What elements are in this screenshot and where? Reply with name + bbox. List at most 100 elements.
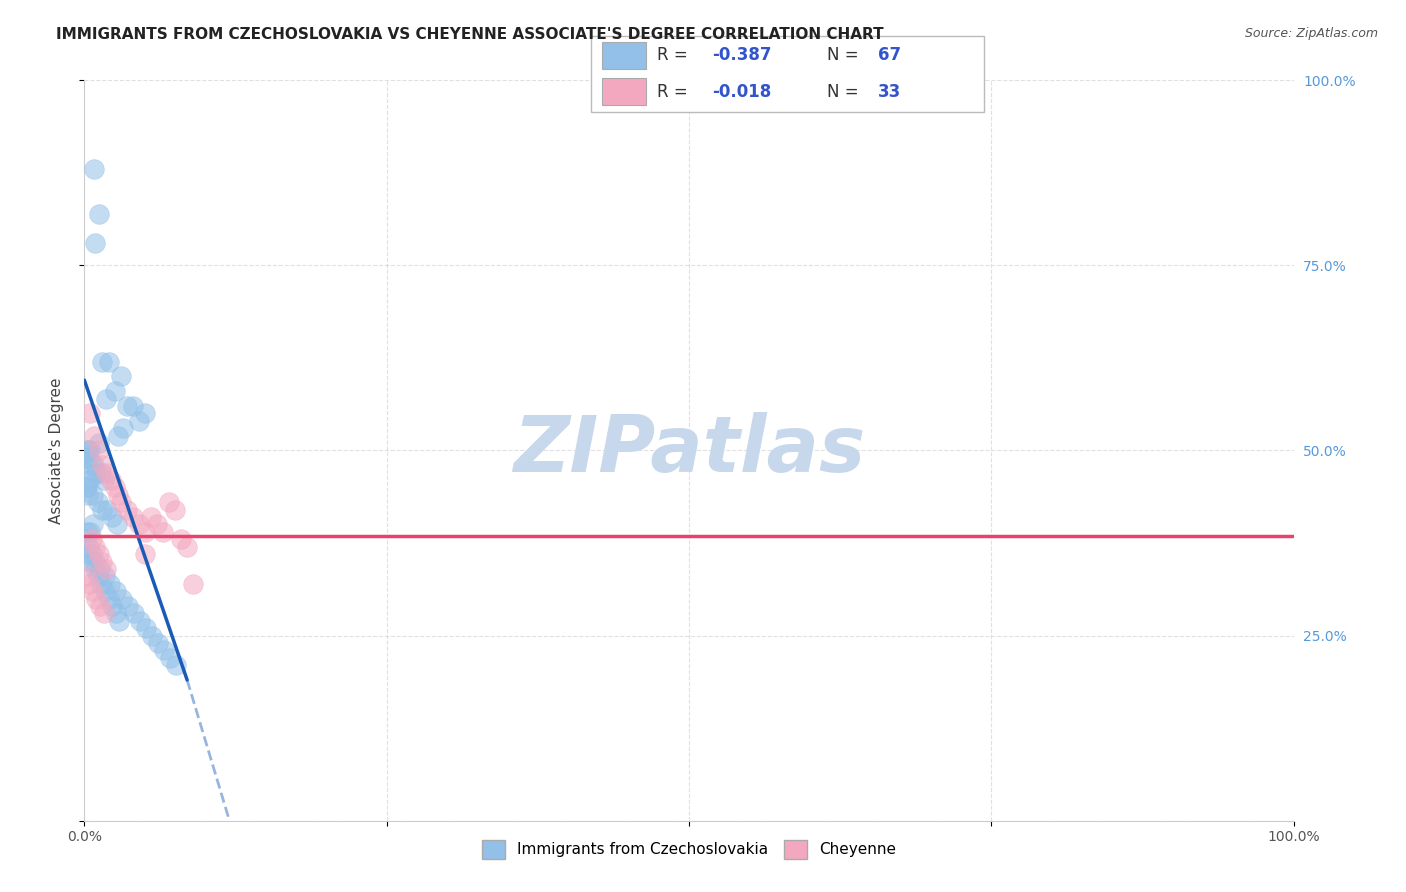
Point: [90, 576, 112, 591]
Point: [75, 450, 97, 465]
Point: [107, 428, 129, 442]
Text: R =: R =: [658, 83, 693, 101]
Bar: [602, 78, 645, 105]
Bar: [602, 42, 645, 69]
Point: [77, 540, 100, 554]
Text: ZIPatlas: ZIPatlas: [513, 412, 865, 489]
Point: [91, 502, 114, 516]
Point: [79, 407, 101, 421]
Point: [108, 614, 131, 628]
Point: [146, 636, 169, 650]
Point: [94, 569, 117, 583]
Point: [86, 569, 108, 583]
Point: [84, 236, 107, 251]
Point: [121, 399, 143, 413]
Point: [84, 540, 107, 554]
Point: [100, 473, 122, 487]
Point: [152, 524, 174, 539]
Point: [77, 576, 100, 591]
Point: [121, 510, 143, 524]
Point: [181, 576, 204, 591]
Point: [82, 488, 104, 502]
Point: [79, 443, 101, 458]
Point: [87, 206, 110, 220]
Point: [93, 473, 115, 487]
Point: [89, 599, 111, 613]
Point: [117, 599, 139, 613]
Point: [87, 443, 110, 458]
Point: [76, 524, 98, 539]
Text: 67: 67: [877, 46, 901, 64]
Point: [170, 533, 193, 547]
Point: [90, 466, 112, 480]
Point: [104, 480, 127, 494]
Text: -0.387: -0.387: [713, 46, 772, 64]
Point: [96, 502, 118, 516]
Point: [101, 510, 124, 524]
Point: [146, 517, 169, 532]
Point: [134, 407, 156, 421]
Point: [110, 369, 132, 384]
Point: [105, 517, 128, 532]
Point: [98, 576, 121, 591]
Point: [157, 495, 180, 509]
Point: [134, 524, 156, 539]
Point: [128, 517, 150, 532]
Point: [94, 562, 117, 576]
Point: [75, 480, 97, 494]
Point: [82, 517, 104, 532]
Point: [86, 466, 108, 480]
Point: [104, 584, 127, 599]
Text: 33: 33: [877, 83, 901, 101]
Point: [141, 628, 163, 642]
Point: [94, 466, 117, 480]
Point: [101, 599, 124, 613]
Point: [97, 354, 120, 368]
Point: [76, 547, 98, 561]
Text: Source: ZipAtlas.com: Source: ZipAtlas.com: [1244, 27, 1378, 40]
Point: [77, 473, 100, 487]
Point: [94, 584, 117, 599]
Point: [87, 547, 110, 561]
Point: [104, 607, 127, 621]
Point: [128, 414, 150, 428]
Point: [94, 392, 117, 406]
Point: [115, 399, 138, 413]
Point: [76, 480, 98, 494]
Y-axis label: Associate's Degree: Associate's Degree: [49, 377, 63, 524]
Point: [111, 591, 134, 606]
Legend: Immigrants from Czechoslovakia, Cheyenne: Immigrants from Czechoslovakia, Cheyenne: [477, 834, 901, 865]
Point: [83, 428, 105, 442]
Point: [115, 502, 138, 516]
Point: [80, 458, 103, 473]
Point: [176, 540, 198, 554]
Point: [86, 591, 108, 606]
Point: [91, 354, 114, 368]
Point: [159, 650, 181, 665]
Text: N =: N =: [827, 46, 863, 64]
Point: [89, 562, 111, 576]
Text: N =: N =: [827, 83, 863, 101]
Point: [75, 533, 97, 547]
Point: [129, 614, 152, 628]
Point: [77, 450, 100, 465]
Point: [134, 547, 156, 561]
Point: [153, 643, 176, 657]
Point: [83, 162, 105, 177]
Text: IMMIGRANTS FROM CZECHOSLOVAKIA VS CHEYENNE ASSOCIATE'S DEGREE CORRELATION CHART: IMMIGRANTS FROM CZECHOSLOVAKIA VS CHEYEN…: [56, 27, 884, 42]
Point: [91, 555, 114, 569]
Point: [97, 591, 120, 606]
Point: [84, 555, 107, 569]
Point: [80, 547, 103, 561]
Point: [79, 524, 101, 539]
Point: [77, 443, 100, 458]
Point: [86, 495, 108, 509]
Text: R =: R =: [658, 46, 693, 64]
Point: [93, 607, 115, 621]
Point: [110, 495, 132, 509]
Point: [112, 421, 135, 435]
Point: [82, 584, 104, 599]
Point: [165, 502, 187, 516]
Text: -0.018: -0.018: [713, 83, 772, 101]
Point: [104, 384, 127, 399]
